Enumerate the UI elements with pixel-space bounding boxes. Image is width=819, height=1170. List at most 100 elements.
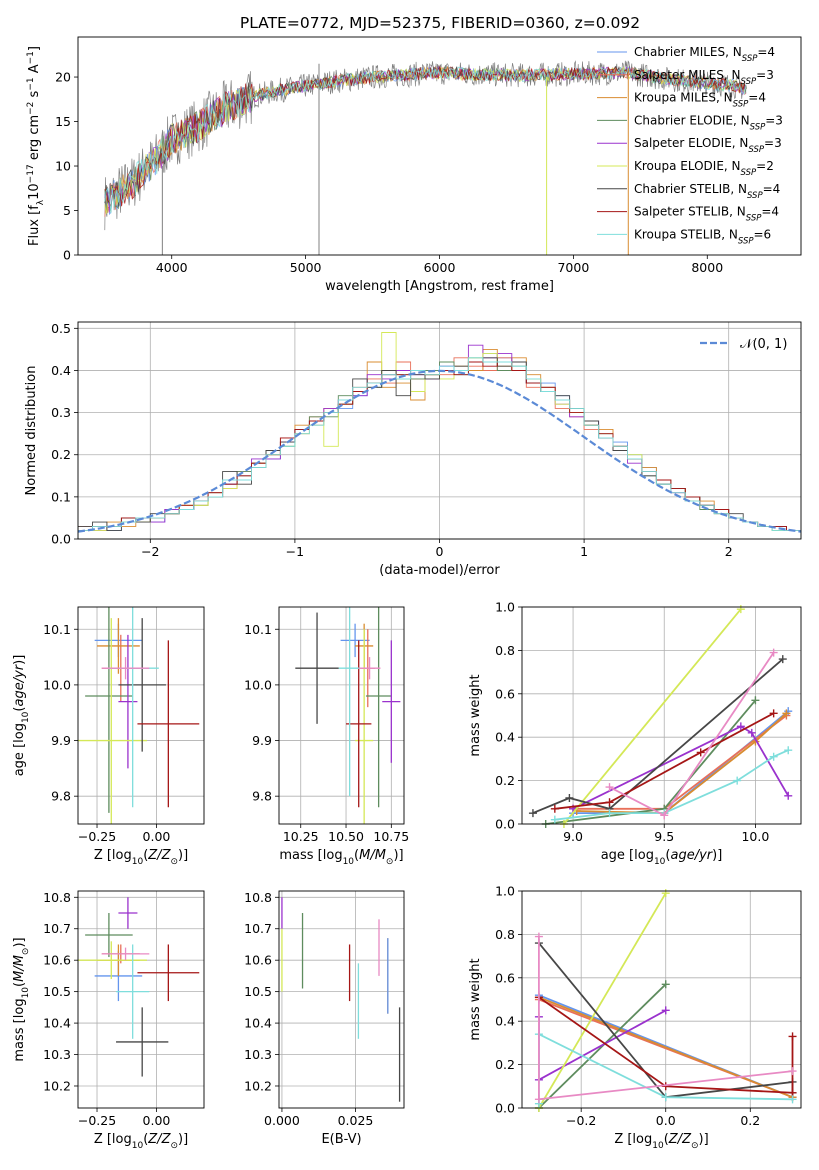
y-tick-label: 10.4	[244, 1016, 272, 1031]
weight-series-line	[538, 983, 667, 1108]
x-tick-label: −0.25	[78, 829, 116, 844]
x-axis-label: E(B-V)	[321, 1132, 361, 1147]
x-axis-label: mass [log10(M/M⊙)]	[279, 848, 403, 867]
x-tick-label: −0.25	[78, 1113, 116, 1128]
x-axis-label: Z [log10(Z/Z⊙)]	[94, 1132, 188, 1151]
axes-frame	[521, 606, 802, 825]
y-tick-label: 0	[63, 248, 71, 263]
y-tick-label: 10.2	[244, 1078, 272, 1093]
axes-frame	[77, 890, 205, 1109]
y-tick-label: 9.9	[252, 733, 272, 748]
axes-frame	[77, 606, 205, 825]
weight-point	[788, 1032, 797, 1041]
x-axis-label: age [log10(age/yr)]	[601, 848, 723, 867]
y-tick-label: 0.4	[495, 730, 515, 745]
x-tick-label: 0.000	[264, 1113, 300, 1128]
weight-point	[550, 804, 559, 813]
y-tick-label: 0.5	[51, 321, 71, 336]
figure-title: PLATE=0772, MJD=52375, FIBERID=0360, z=0…	[240, 14, 640, 32]
y-tick-label: 9.8	[51, 789, 71, 804]
y-tick-label: 0.6	[495, 970, 515, 985]
weight-point	[769, 752, 778, 761]
y-axis-label: Normed distribution	[24, 366, 39, 496]
spectrum-panel: 4000 5000 6000 7000 8000 0 5 10 15 20 Chabrier MIL…	[26, 36, 802, 294]
y-tick-label: 0.0	[51, 532, 71, 547]
y-tick-label: 20	[55, 70, 71, 85]
y-tick-label: 9.8	[252, 789, 272, 804]
x-tick-label: 2	[725, 544, 733, 559]
weight-point	[788, 1067, 797, 1076]
x-axis-label: Z [log10(Z/Z⊙)]	[94, 848, 188, 867]
y-tick-label: 10.3	[244, 1047, 272, 1062]
y-tick-label: 10.6	[244, 953, 272, 968]
mass-vs-EBV-panel: 0.000 0.025 10.2 10.3 10.4 10.5 10.6 10.7 10.8 E(…	[244, 890, 405, 1147]
weight-point	[605, 783, 614, 792]
histogram-series	[78, 357, 801, 539]
age-vs-Z-panel: −0.25 0.00 9.8 9.9 10.0 10.1 Z [log10(Z/Z⊙)] ag…	[12, 606, 205, 867]
x-axis-label: (data-model)/error	[379, 563, 500, 578]
x-tick-label: 8000	[691, 260, 723, 275]
weight-point	[565, 793, 574, 802]
y-tick-label: 10.2	[43, 1078, 71, 1093]
y-tick-label: 0.1	[51, 489, 71, 504]
y-tick-label: 0.3	[51, 405, 71, 420]
x-tick-label: 0.2	[740, 1113, 760, 1128]
x-tick-label: −1	[286, 544, 304, 559]
y-tick-label: 0.8	[495, 927, 515, 942]
weight-point	[733, 776, 742, 785]
mass-vs-Z-panel: −0.25 0.00 10.2 10.3 10.4 10.5 10.6 10.7 10.8 Z […	[12, 890, 205, 1151]
y-tick-label: 9.9	[51, 733, 71, 748]
y-tick-label: 10.3	[43, 1047, 71, 1062]
legend-entry: Salpeter STELIB, NSSP=4	[634, 205, 779, 224]
legend-entry: Salpeter MILES, NSSP=3	[634, 68, 774, 87]
legend-entry: 𝒩(0, 1)	[740, 337, 787, 352]
weight-point	[660, 811, 669, 820]
y-axis-label: Flux [fλ10−17 erg cm−2 s−1 A−1]	[26, 46, 46, 246]
weight-series-line	[538, 996, 794, 1094]
y-tick-label: 0.6	[495, 686, 515, 701]
weight-point	[769, 709, 778, 718]
legend-entry: Kroupa STELIB, NSSP=6	[634, 227, 771, 246]
weight-vs-age-panel: 9.0 9.5 10.0 0.0 0.2 0.4 0.6 0.8 1.0 age [log10(a…	[468, 600, 802, 867]
weight-point	[661, 1093, 670, 1102]
y-tick-label: 5	[63, 203, 71, 218]
weight-point	[736, 605, 745, 614]
weight-point	[696, 748, 705, 757]
weight-point	[778, 655, 787, 664]
axes-frame	[278, 890, 405, 1109]
legend-entry: Kroupa MILES, NSSP=4	[634, 91, 766, 110]
x-tick-label: 10.75	[373, 829, 409, 844]
y-tick-label: 1.0	[495, 884, 515, 899]
model-spectrum	[104, 65, 747, 213]
y-tick-label: 10.4	[43, 1016, 71, 1031]
y-axis-label: mass weight	[468, 958, 483, 1040]
weight-point	[528, 809, 537, 818]
weight-point	[736, 722, 745, 731]
weight-series-line	[532, 658, 784, 814]
axes-frame	[521, 890, 802, 1109]
y-tick-label: 10.5	[43, 984, 71, 999]
y-tick-label: 0.4	[495, 1014, 515, 1029]
weight-point	[661, 1006, 670, 1015]
weight-point	[782, 709, 791, 718]
y-tick-label: 0.4	[51, 363, 71, 378]
weight-series-line	[576, 712, 788, 815]
weight-point	[661, 889, 670, 898]
weight-series-line	[563, 608, 742, 824]
x-tick-label: 10.0	[741, 829, 769, 844]
x-tick-label: 10.25	[283, 829, 319, 844]
x-tick-label: 9.0	[563, 829, 583, 844]
y-tick-label: 10.0	[43, 677, 71, 692]
legend-entry: Chabrier MILES, NSSP=4	[634, 45, 775, 64]
y-axis-label: age [log10(age/yr)]	[12, 655, 31, 777]
x-tick-label: −2	[141, 544, 159, 559]
y-axis-label: mass [log10(M/M⊙)]	[12, 937, 31, 1061]
y-tick-label: 10.0	[244, 677, 272, 692]
x-tick-label: 4000	[156, 260, 188, 275]
age-vs-mass-panel: 10.25 10.50 10.75 9.8 9.9 10.0 10.1 mass [log10…	[244, 606, 409, 867]
y-tick-label: 10.7	[244, 921, 272, 936]
x-tick-label: 5000	[290, 260, 322, 275]
y-tick-label: 10.6	[43, 953, 71, 968]
weight-series-line	[573, 714, 787, 810]
